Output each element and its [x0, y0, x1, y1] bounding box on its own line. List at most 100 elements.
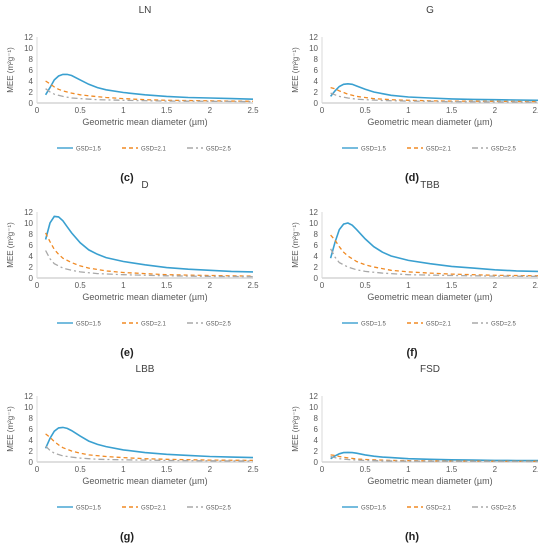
- y-tick-label: 12: [24, 392, 33, 401]
- panel-caption: (e): [120, 347, 134, 359]
- chart-title: LN: [139, 5, 152, 16]
- y-axis-label: MEE (m²g⁻¹): [6, 47, 15, 93]
- legend-label: GSD=2.5: [206, 506, 232, 512]
- x-tick-label: 1: [406, 106, 411, 115]
- y-tick-label: 8: [29, 55, 34, 64]
- legend-label: GSD=2.5: [206, 322, 232, 328]
- legend-label: GSD=2.5: [491, 506, 517, 512]
- series-line-gsd-2.1: [45, 80, 254, 102]
- legend-label: GSD=2.5: [206, 147, 232, 153]
- y-tick-label: 2: [29, 447, 34, 456]
- y-tick-label: 8: [314, 55, 319, 64]
- series-line-gsd-2.5: [45, 250, 254, 278]
- series-line-gsd-2.1: [45, 232, 254, 277]
- x-tick-label: 0.5: [75, 106, 87, 115]
- panel-caption: (f): [407, 347, 418, 359]
- y-tick-label: 4: [314, 252, 319, 261]
- y-tick-label: 4: [314, 77, 319, 86]
- legend-label: GSD=1.5: [76, 322, 102, 328]
- y-axis-label: MEE (m²g⁻¹): [291, 222, 300, 268]
- legend-label: GSD=1.5: [76, 147, 102, 153]
- y-tick-label: 6: [29, 66, 34, 75]
- y-tick-label: 6: [314, 241, 319, 250]
- chart-title: FSD: [420, 364, 440, 375]
- chart-title: TBB: [420, 180, 440, 191]
- y-tick-label: 12: [24, 33, 33, 42]
- y-tick-label: 8: [314, 230, 319, 239]
- legend-label: GSD=2.1: [426, 322, 452, 328]
- series-line-gsd-2.5: [330, 455, 538, 463]
- x-tick-label: 0.5: [360, 281, 372, 290]
- series-line-gsd-1.5: [44, 426, 254, 459]
- panel-caption: (c): [120, 172, 134, 184]
- chart-title: G: [426, 5, 434, 16]
- y-tick-label: 12: [309, 33, 318, 42]
- y-tick-label: 10: [24, 219, 33, 228]
- y-tick-label: 0: [29, 274, 34, 283]
- x-tick-label: 0.5: [75, 281, 87, 290]
- x-axis-label: Geometric mean diameter (µm): [367, 292, 492, 302]
- y-tick-label: 4: [29, 77, 34, 86]
- x-tick-label: 2.5: [247, 281, 259, 290]
- chart-title: D: [141, 180, 148, 191]
- y-tick-label: 8: [29, 414, 34, 423]
- series-line-gsd-1.5: [329, 222, 538, 273]
- series-line-gsd-2.1: [330, 454, 538, 462]
- series-line-gsd-2.1: [330, 86, 538, 103]
- x-tick-label: 2: [208, 465, 213, 474]
- y-tick-label: 10: [24, 403, 33, 412]
- x-tick-label: 1: [121, 281, 126, 290]
- series-line-gsd-2.5: [330, 248, 538, 278]
- y-tick-label: 2: [29, 88, 34, 97]
- y-tick-label: 2: [314, 88, 319, 97]
- series-line-gsd-2.1: [330, 234, 538, 277]
- y-tick-label: 8: [29, 230, 34, 239]
- y-tick-label: 0: [29, 99, 34, 108]
- y-tick-label: 0: [29, 458, 34, 467]
- panel-caption: (h): [405, 531, 419, 543]
- x-tick-label: 0.5: [360, 106, 372, 115]
- x-axis-label: Geometric mean diameter (µm): [367, 117, 492, 127]
- y-tick-label: 12: [309, 208, 318, 217]
- series-line-gsd-2.5: [45, 445, 254, 462]
- x-tick-label: 1: [406, 281, 411, 290]
- x-tick-label: 1.5: [161, 106, 173, 115]
- y-tick-label: 4: [29, 252, 34, 261]
- x-axis-label: Geometric mean diameter (µm): [82, 117, 207, 127]
- panel-caption: (g): [120, 531, 134, 543]
- y-axis-label: MEE (m²g⁻¹): [291, 406, 300, 452]
- series-line-gsd-2.1: [45, 433, 254, 462]
- y-tick-label: 8: [314, 414, 319, 423]
- chart-title: LBB: [136, 364, 155, 375]
- series-line-gsd-1.5: [44, 215, 254, 273]
- y-tick-label: 10: [309, 403, 318, 412]
- x-tick-label: 0: [320, 106, 325, 115]
- x-axis-label: Geometric mean diameter (µm): [367, 476, 492, 486]
- y-axis-label: MEE (m²g⁻¹): [291, 47, 300, 93]
- legend-label: GSD=2.1: [141, 506, 167, 512]
- x-tick-label: 1.5: [161, 465, 173, 474]
- x-tick-label: 0: [35, 106, 40, 115]
- series-line-gsd-1.5: [330, 451, 538, 462]
- y-tick-label: 6: [314, 66, 319, 75]
- x-tick-label: 0.5: [75, 465, 87, 474]
- legend-label: GSD=2.1: [141, 147, 167, 153]
- x-tick-label: 2.5: [247, 106, 259, 115]
- y-axis-label: MEE (m²g⁻¹): [6, 406, 15, 452]
- legend-label: GSD=2.1: [141, 322, 167, 328]
- x-tick-label: 0.5: [360, 465, 372, 474]
- legend-label: GSD=2.5: [491, 147, 517, 153]
- x-tick-label: 2.5: [532, 465, 538, 474]
- x-tick-label: 1: [406, 465, 411, 474]
- legend-label: GSD=2.1: [426, 147, 452, 153]
- x-tick-label: 1.5: [161, 281, 173, 290]
- y-tick-label: 10: [24, 44, 33, 53]
- x-tick-label: 2.5: [532, 106, 538, 115]
- x-tick-label: 1: [121, 106, 126, 115]
